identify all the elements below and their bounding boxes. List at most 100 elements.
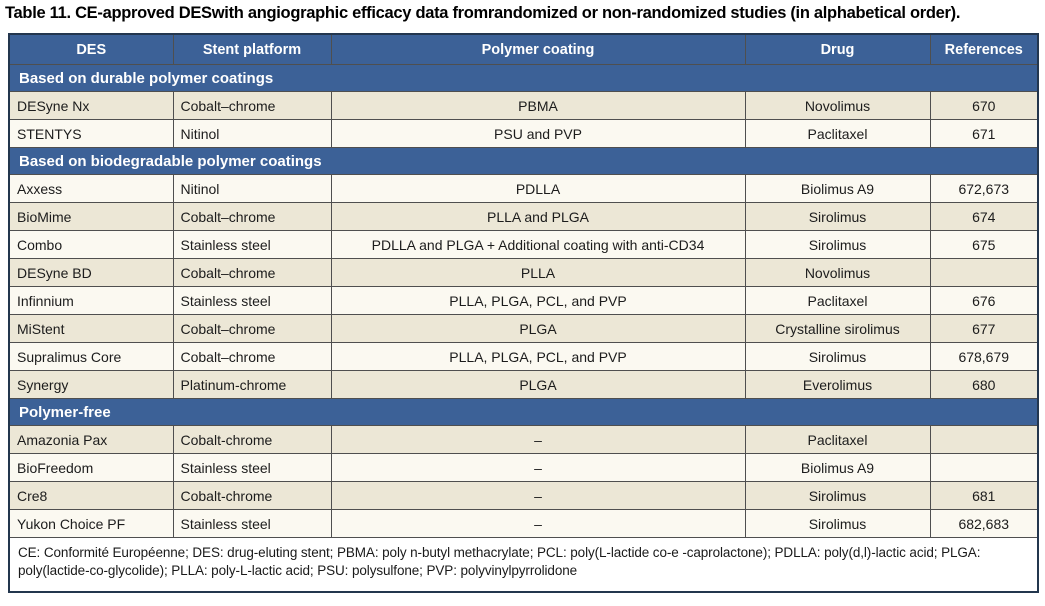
cell-des: BioFreedom bbox=[8, 453, 174, 482]
cell-drug: Sirolimus bbox=[744, 342, 931, 371]
cell-coating: PLLA, PLGA, PCL, and PVP bbox=[330, 342, 746, 371]
table-row: Amazonia Pax Cobalt-chrome – Paclitaxel bbox=[8, 425, 1039, 454]
cell-coating: PDLLA and PLGA + Additional coating with… bbox=[330, 230, 746, 259]
cell-drug: Sirolimus bbox=[744, 509, 931, 538]
cell-refs: 678,679 bbox=[929, 342, 1039, 371]
cell-coating: PBMA bbox=[330, 91, 746, 120]
column-header-row: DES Stent platform Polymer coating Drug … bbox=[8, 33, 1039, 65]
cell-platform: Nitinol bbox=[172, 119, 332, 148]
table-row: Cre8 Cobalt-chrome – Sirolimus 681 bbox=[8, 481, 1039, 510]
cell-drug: Paclitaxel bbox=[744, 286, 931, 315]
column-header-polymer-coating: Polymer coating bbox=[330, 33, 746, 65]
cell-coating: – bbox=[330, 453, 746, 482]
cell-coating: PLGA bbox=[330, 370, 746, 399]
table-row: MiStent Cobalt–chrome PLGA Crystalline s… bbox=[8, 314, 1039, 343]
cell-platform: Cobalt–chrome bbox=[172, 342, 332, 371]
cell-drug: Sirolimus bbox=[744, 202, 931, 231]
table-row: BioFreedom Stainless steel – Biolimus A9 bbox=[8, 453, 1039, 482]
column-header-references: References bbox=[929, 33, 1039, 65]
cell-drug: Paclitaxel bbox=[744, 119, 931, 148]
cell-refs bbox=[929, 258, 1039, 287]
cell-coating: PLLA and PLGA bbox=[330, 202, 746, 231]
section-header-label: Polymer-free bbox=[8, 398, 1039, 426]
cell-platform: Stainless steel bbox=[172, 286, 332, 315]
table-row: Yukon Choice PF Stainless steel – Siroli… bbox=[8, 509, 1039, 538]
cell-coating: – bbox=[330, 509, 746, 538]
cell-refs: 674 bbox=[929, 202, 1039, 231]
cell-refs: 680 bbox=[929, 370, 1039, 399]
cell-platform: Cobalt-chrome bbox=[172, 481, 332, 510]
cell-des: DESyne Nx bbox=[8, 91, 174, 120]
footnote-text: CE: Conformité Européenne; DES: drug-elu… bbox=[8, 537, 1039, 593]
cell-coating: – bbox=[330, 481, 746, 510]
cell-coating: PLLA, PLGA, PCL, and PVP bbox=[330, 286, 746, 315]
cell-refs bbox=[929, 453, 1039, 482]
cell-drug: Biolimus A9 bbox=[744, 174, 931, 203]
section-header-label: Based on biodegradable polymer coatings bbox=[8, 147, 1039, 175]
cell-platform: Stainless steel bbox=[172, 230, 332, 259]
cell-refs: 672,673 bbox=[929, 174, 1039, 203]
cell-des: Infinnium bbox=[8, 286, 174, 315]
cell-des: Combo bbox=[8, 230, 174, 259]
cell-des: MiStent bbox=[8, 314, 174, 343]
cell-des: DESyne BD bbox=[8, 258, 174, 287]
cell-coating: PLLA bbox=[330, 258, 746, 287]
cell-coating: PDLLA bbox=[330, 174, 746, 203]
footnote-row: CE: Conformité Européenne; DES: drug-elu… bbox=[8, 537, 1039, 593]
cell-platform: Cobalt–chrome bbox=[172, 314, 332, 343]
cell-drug: Novolimus bbox=[744, 258, 931, 287]
cell-des: Axxess bbox=[8, 174, 174, 203]
cell-platform: Stainless steel bbox=[172, 509, 332, 538]
cell-drug: Crystalline sirolimus bbox=[744, 314, 931, 343]
cell-drug: Everolimus bbox=[744, 370, 931, 399]
column-header-stent-platform: Stent platform bbox=[172, 33, 332, 65]
cell-des: Supralimus Core bbox=[8, 342, 174, 371]
table-row: Infinnium Stainless steel PLLA, PLGA, PC… bbox=[8, 286, 1039, 315]
cell-refs: 677 bbox=[929, 314, 1039, 343]
cell-refs: 682,683 bbox=[929, 509, 1039, 538]
cell-platform: Cobalt–chrome bbox=[172, 258, 332, 287]
cell-refs: 671 bbox=[929, 119, 1039, 148]
cell-des: Cre8 bbox=[8, 481, 174, 510]
section-header-row: Polymer-free bbox=[8, 398, 1039, 426]
cell-des: Yukon Choice PF bbox=[8, 509, 174, 538]
cell-drug: Sirolimus bbox=[744, 230, 931, 259]
column-header-drug: Drug bbox=[744, 33, 931, 65]
table-row: BioMime Cobalt–chrome PLLA and PLGA Siro… bbox=[8, 202, 1039, 231]
column-header-des: DES bbox=[8, 33, 174, 65]
cell-platform: Cobalt–chrome bbox=[172, 202, 332, 231]
cell-des: BioMime bbox=[8, 202, 174, 231]
cell-refs: 670 bbox=[929, 91, 1039, 120]
cell-des: Synergy bbox=[8, 370, 174, 399]
cell-refs: 676 bbox=[929, 286, 1039, 315]
cell-platform: Cobalt–chrome bbox=[172, 91, 332, 120]
table-row: Axxess Nitinol PDLLA Biolimus A9 672,673 bbox=[8, 174, 1039, 203]
cell-drug: Sirolimus bbox=[744, 481, 931, 510]
cell-platform: Nitinol bbox=[172, 174, 332, 203]
table-row: Supralimus Core Cobalt–chrome PLLA, PLGA… bbox=[8, 342, 1039, 371]
cell-coating: PLGA bbox=[330, 314, 746, 343]
section-header-row: Based on biodegradable polymer coatings bbox=[8, 147, 1039, 175]
section-header-row: Based on durable polymer coatings bbox=[8, 64, 1039, 92]
table-row: Combo Stainless steel PDLLA and PLGA + A… bbox=[8, 230, 1039, 259]
cell-drug: Biolimus A9 bbox=[744, 453, 931, 482]
table-title: Table 11. CE-approved DESwith angiograph… bbox=[5, 4, 961, 22]
table-row: Synergy Platinum-chrome PLGA Everolimus … bbox=[8, 370, 1039, 399]
cell-des: STENTYS bbox=[8, 119, 174, 148]
table-row: DESyne Nx Cobalt–chrome PBMA Novolimus 6… bbox=[8, 91, 1039, 120]
cell-refs: 681 bbox=[929, 481, 1039, 510]
cell-coating: PSU and PVP bbox=[330, 119, 746, 148]
cell-coating: – bbox=[330, 425, 746, 454]
cell-refs: 675 bbox=[929, 230, 1039, 259]
des-table: DES Stent platform Polymer coating Drug … bbox=[8, 33, 1039, 593]
table-row: STENTYS Nitinol PSU and PVP Paclitaxel 6… bbox=[8, 119, 1039, 148]
cell-platform: Platinum-chrome bbox=[172, 370, 332, 399]
section-header-label: Based on durable polymer coatings bbox=[8, 64, 1039, 92]
cell-drug: Paclitaxel bbox=[744, 425, 931, 454]
cell-platform: Cobalt-chrome bbox=[172, 425, 332, 454]
cell-platform: Stainless steel bbox=[172, 453, 332, 482]
cell-drug: Novolimus bbox=[744, 91, 931, 120]
cell-refs bbox=[929, 425, 1039, 454]
table-row: DESyne BD Cobalt–chrome PLLA Novolimus bbox=[8, 258, 1039, 287]
